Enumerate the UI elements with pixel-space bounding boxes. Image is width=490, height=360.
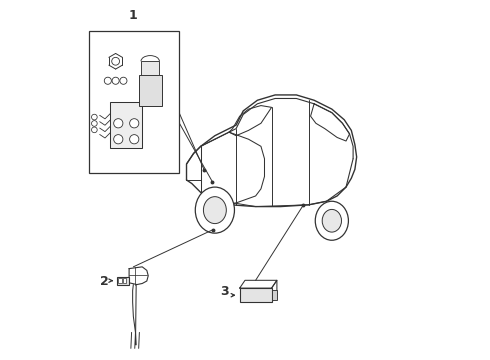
Bar (110, 102, 142, 148)
Text: 1: 1 (129, 9, 138, 22)
Circle shape (114, 119, 123, 128)
Ellipse shape (196, 187, 234, 233)
Bar (141, 61, 159, 76)
Ellipse shape (322, 210, 342, 232)
Bar (123, 278, 126, 283)
Circle shape (130, 135, 139, 144)
Circle shape (112, 57, 120, 65)
Text: 2: 2 (100, 275, 109, 288)
Bar (119, 278, 122, 283)
Circle shape (92, 121, 97, 126)
Bar (118, 277, 129, 284)
Circle shape (120, 77, 127, 84)
Bar (271, 290, 277, 300)
Circle shape (104, 77, 111, 84)
Bar (89, 31, 179, 173)
Ellipse shape (203, 197, 226, 224)
Circle shape (92, 114, 97, 120)
Bar (139, 76, 162, 105)
Circle shape (130, 119, 139, 128)
Bar (240, 288, 271, 302)
Text: 3: 3 (220, 285, 229, 298)
Ellipse shape (315, 201, 348, 240)
Circle shape (114, 135, 123, 144)
Circle shape (112, 77, 119, 84)
Circle shape (92, 127, 97, 133)
